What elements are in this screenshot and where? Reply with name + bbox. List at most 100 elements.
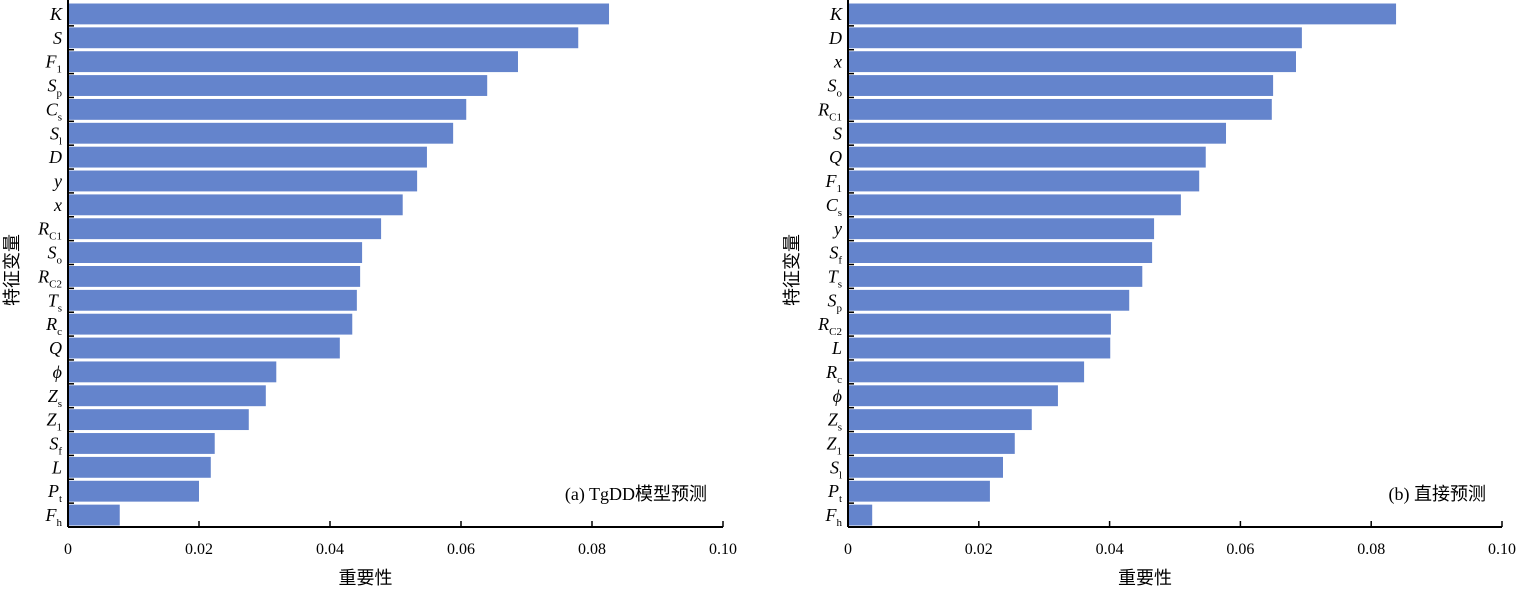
x-tick-label: 0.10 <box>709 541 737 558</box>
bar <box>68 51 518 73</box>
bar <box>68 337 340 359</box>
x-axis-title: 重要性 <box>339 568 393 588</box>
bar <box>848 27 1302 49</box>
bar <box>68 433 215 454</box>
bar <box>848 242 1153 263</box>
bar <box>68 480 199 502</box>
y-tick-label: L <box>831 338 842 358</box>
y-tick-label: So <box>48 243 63 267</box>
bar <box>68 456 211 478</box>
y-tick-label: ϕ <box>53 362 62 382</box>
bar <box>848 433 1015 454</box>
bar <box>848 313 1111 335</box>
y-tick-label: Z1 <box>826 433 842 457</box>
panel-annotation: (b) 直接预测 <box>1389 484 1487 505</box>
y-tick-label: Fh <box>825 505 843 529</box>
y-tick-label: K <box>829 4 843 24</box>
y-tick-label: K <box>49 4 63 24</box>
y-tick-label: ϕ <box>833 386 842 406</box>
y-tick-label: Sf <box>49 433 62 457</box>
bar <box>68 409 249 431</box>
y-tick-label: Z1 <box>46 410 62 434</box>
bar <box>68 504 120 526</box>
y-tick-label: L <box>51 457 62 477</box>
bar <box>68 3 610 25</box>
bar <box>848 266 1143 287</box>
bar <box>848 75 1274 96</box>
bar <box>848 409 1032 431</box>
bar <box>848 504 873 526</box>
x-tick-label: 0.08 <box>1357 541 1385 558</box>
bar <box>68 313 353 335</box>
panel-annotation: (a) TgDD模型预测 <box>565 484 707 505</box>
y-tick-label: Zs <box>828 410 842 434</box>
x-tick-label: 0.02 <box>185 541 213 558</box>
y-tick-label: Sl <box>830 457 842 481</box>
bar <box>68 98 467 120</box>
x-tick-label: 0.06 <box>1226 541 1254 558</box>
bar <box>68 218 382 240</box>
y-tick-label: Ts <box>828 266 842 290</box>
x-tick-label: 0 <box>844 541 852 558</box>
y-tick-label: RC1 <box>37 219 62 243</box>
y-tick-label: Q <box>49 338 62 358</box>
bar <box>848 480 990 502</box>
x-axis-title: 重要性 <box>1118 568 1172 588</box>
y-tick-label: Pt <box>47 481 62 505</box>
y-tick-label: Fh <box>45 505 63 529</box>
y-tick-label: Cs <box>826 195 842 219</box>
bar <box>848 456 1003 478</box>
y-tick-label: Zs <box>48 386 62 410</box>
bar <box>68 194 403 216</box>
y-tick-label: Rc <box>825 362 842 386</box>
bar <box>68 170 418 192</box>
x-tick-label: 0.04 <box>1096 541 1124 558</box>
y-tick-label: Cs <box>46 99 62 123</box>
bar <box>848 170 1200 192</box>
bar <box>68 361 277 383</box>
y-tick-label: S <box>833 123 842 143</box>
x-tick-label: 0.08 <box>578 541 606 558</box>
bar <box>68 385 266 407</box>
y-tick-label: S <box>53 28 62 48</box>
x-tick-label: 0 <box>64 541 72 558</box>
y-tick-label: RC2 <box>817 314 842 338</box>
y-tick-label: So <box>828 76 843 100</box>
y-tick-label: Sl <box>50 123 62 147</box>
y-tick-label: Sp <box>48 76 63 100</box>
bar <box>848 51 1296 73</box>
y-tick-label: Sp <box>828 290 843 314</box>
bar <box>848 3 1397 25</box>
y-tick-label: Q <box>829 147 842 167</box>
y-tick-label: F1 <box>45 52 63 76</box>
y-tick-label: Pt <box>827 481 842 505</box>
bar <box>848 289 1130 311</box>
y-tick-label: F1 <box>825 171 843 195</box>
x-tick-label: 0.02 <box>965 541 993 558</box>
y-axis-title: 特征变量 <box>782 234 802 306</box>
bar <box>848 361 1085 383</box>
y-tick-label: D <box>48 147 62 167</box>
bar <box>68 27 579 49</box>
x-tick-label: 0.06 <box>447 541 475 558</box>
y-tick-label: RC1 <box>817 99 842 123</box>
bar <box>68 289 357 311</box>
bar <box>848 194 1181 216</box>
bar <box>68 266 361 287</box>
y-tick-label: x <box>53 195 62 215</box>
bar <box>848 146 1206 168</box>
y-tick-label: y <box>832 219 842 239</box>
x-tick-label: 0.10 <box>1488 541 1516 558</box>
bar <box>848 218 1155 240</box>
y-tick-label: D <box>828 28 842 48</box>
y-tick-label: y <box>52 171 62 191</box>
bar <box>68 122 454 144</box>
y-tick-label: x <box>833 52 842 72</box>
bar <box>848 98 1272 120</box>
bar <box>68 75 488 96</box>
y-tick-label: Ts <box>48 290 62 314</box>
bar <box>848 122 1227 144</box>
y-axis-title: 特征变量 <box>2 234 22 306</box>
